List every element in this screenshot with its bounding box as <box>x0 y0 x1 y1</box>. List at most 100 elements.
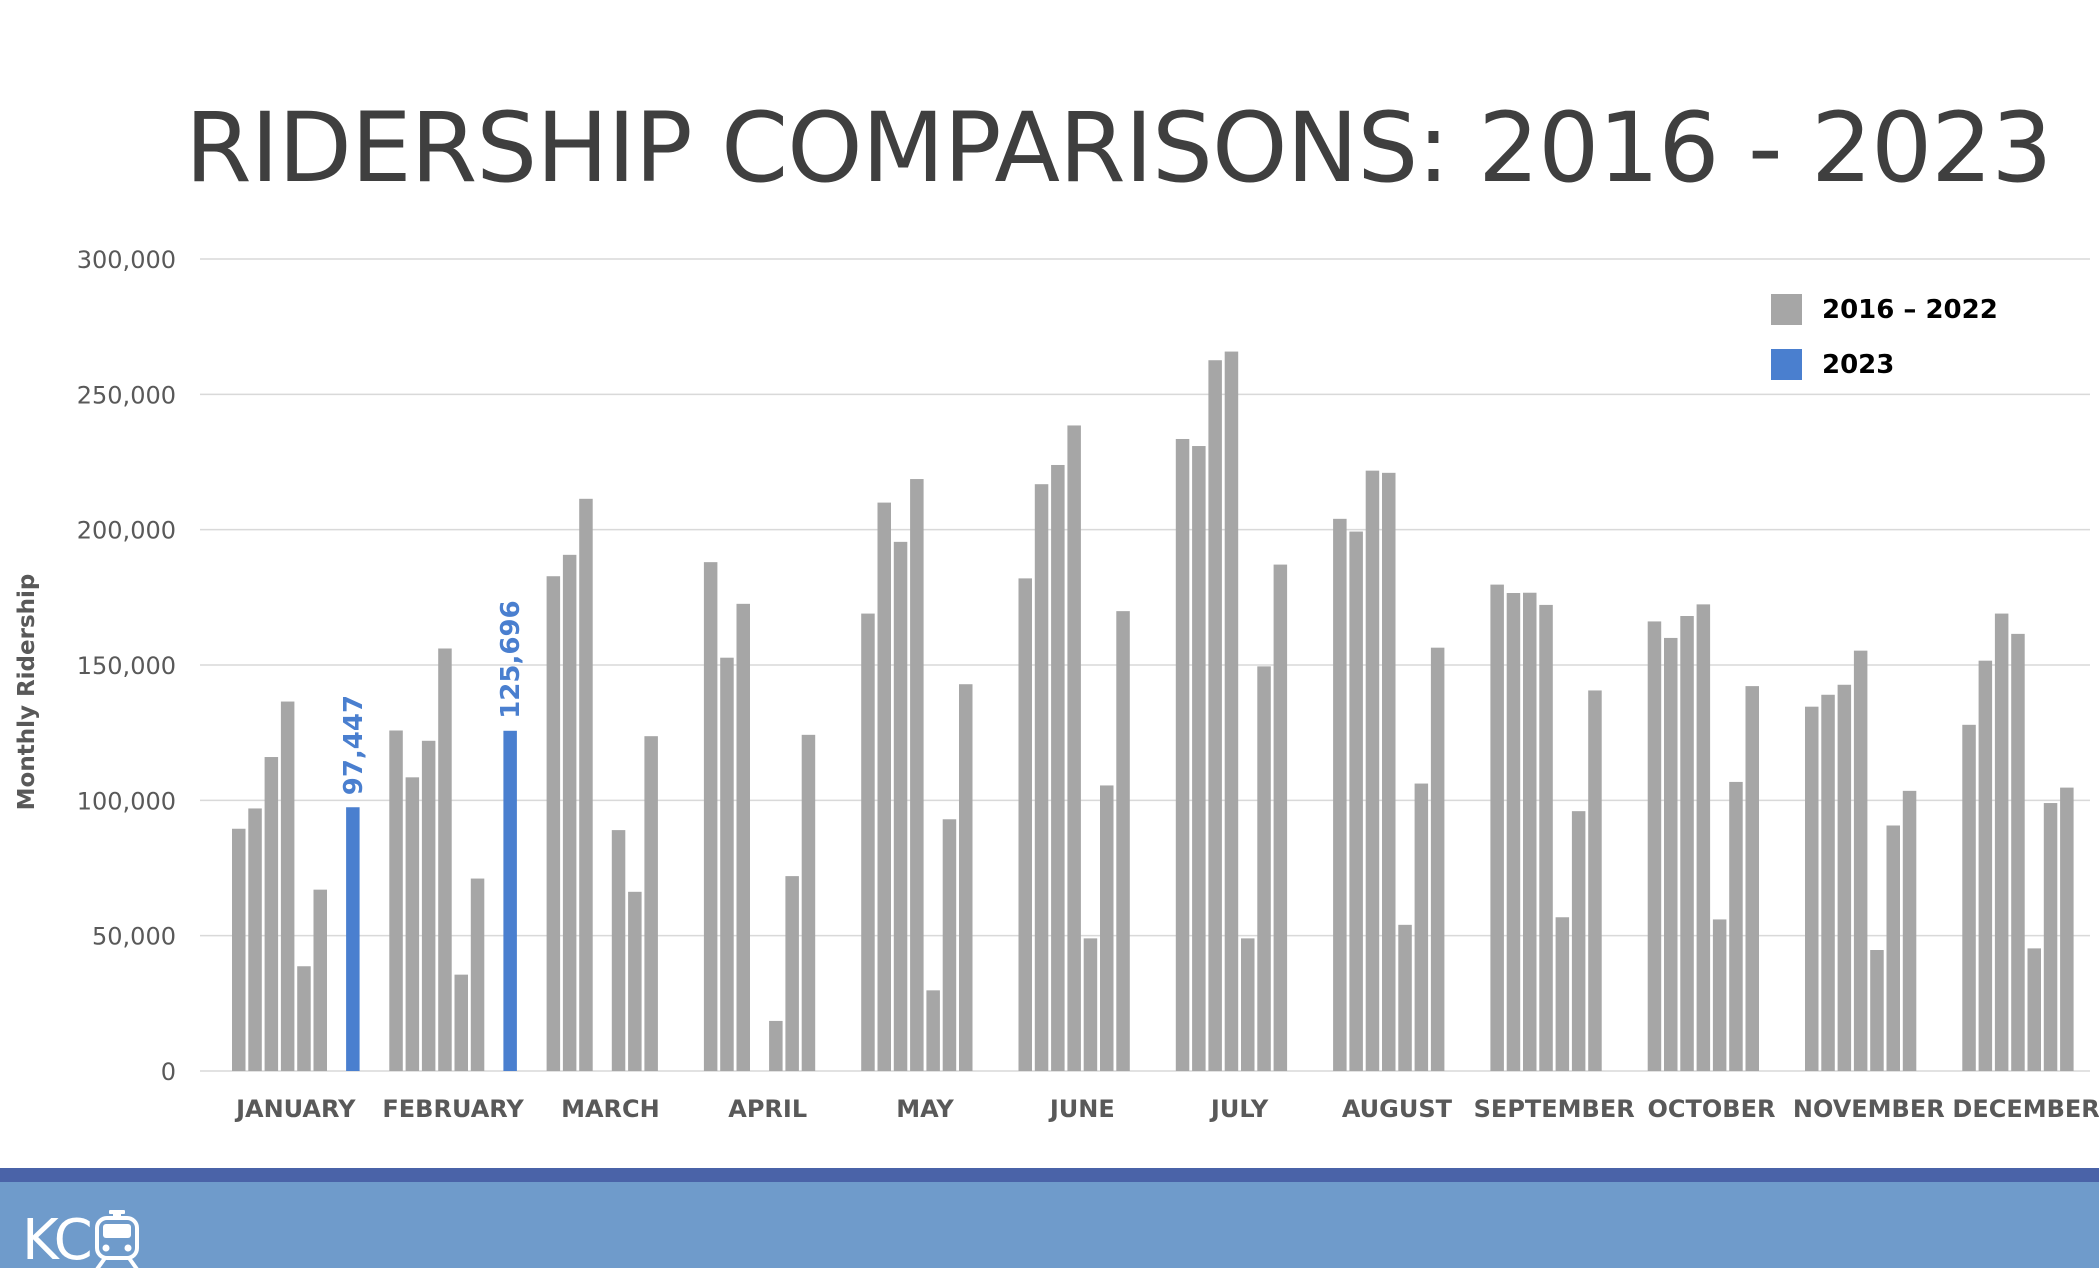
bar-april-2018 <box>736 603 750 1071</box>
bar-february-2020 <box>454 974 468 1071</box>
bar-march-2017 <box>562 554 577 1071</box>
footer-bar: KC <box>0 1168 2099 1274</box>
bar-december-2016 <box>1962 724 1976 1071</box>
bar-march-2020 <box>611 830 626 1071</box>
y-axis-ticks: 0 50,000 100,000 150,000 200,000 250,000 300,0… <box>77 246 176 1086</box>
bar-june-2018 <box>1051 464 1065 1072</box>
bar-may-2018 <box>893 541 908 1071</box>
bar-october-2018 <box>1680 616 1694 1071</box>
page-title: RIDERSHIP COMPARISONS: 2016 - 2023 <box>185 92 2052 204</box>
bar-august-2018 <box>1365 470 1380 1071</box>
kc-streetcar-logo: KC <box>22 1208 143 1274</box>
bar-december-2021 <box>2043 803 2058 1071</box>
bar-september-2016 <box>1490 584 1504 1071</box>
bar-may-2022 <box>959 684 973 1071</box>
bar-may-2021 <box>942 819 957 1071</box>
bar-april-2017 <box>720 657 734 1071</box>
bar-march-2018 <box>579 498 593 1071</box>
bar-april-2021 <box>785 876 799 1071</box>
bar-december-2022 <box>2060 787 2074 1071</box>
x-category-label: JANUARY <box>234 1095 356 1123</box>
bar-january-2020 <box>297 966 311 1071</box>
bar-november-2021 <box>1886 825 1900 1071</box>
x-category-label: DECEMBER <box>1952 1095 2099 1123</box>
bar-january-2017 <box>248 808 262 1071</box>
bar-october-2017 <box>1664 637 1678 1071</box>
bar-august-2022 <box>1430 647 1445 1071</box>
legend: 2016 – 2022 2023 <box>1771 294 1998 380</box>
bar-june-2019 <box>1067 425 1081 1072</box>
bar-february-2021 <box>470 878 485 1071</box>
bar-june-2017 <box>1034 484 1049 1071</box>
bar-july-2020 <box>1241 938 1255 1071</box>
bar-february-2019 <box>438 648 452 1071</box>
bar-january-2018 <box>264 757 279 1071</box>
y-axis-label: Monthly Ridership <box>14 574 40 811</box>
bar-september-2017 <box>1506 593 1521 1071</box>
y-tick-label: 250,000 <box>77 381 176 409</box>
bar-october-2022 <box>1745 686 1759 1071</box>
y-tick-label: 200,000 <box>77 517 176 545</box>
bar-february-2018 <box>421 740 436 1071</box>
bar-june-2020 <box>1083 938 1098 1071</box>
bar-may-2017 <box>877 502 891 1072</box>
bar-august-2017 <box>1349 531 1363 1071</box>
legend-label-historical: 2016 – 2022 <box>1822 295 1998 325</box>
bar-june-2016 <box>1018 578 1032 1071</box>
bar-july-2022 <box>1273 564 1288 1071</box>
data-label-january-2023: 97,447 <box>339 695 369 795</box>
x-category-label: AUGUST <box>1342 1095 1453 1123</box>
bar-july-2021 <box>1257 666 1271 1071</box>
x-category-label: MARCH <box>561 1095 660 1123</box>
y-tick-label: 0 <box>161 1058 176 1086</box>
bar-april-2016 <box>703 562 718 1071</box>
bar-july-2018 <box>1208 360 1222 1071</box>
bar-august-2019 <box>1382 472 1396 1071</box>
bar-october-2020 <box>1712 919 1727 1071</box>
x-category-label: SEPTEMBER <box>1474 1095 1635 1123</box>
bar-september-2022 <box>1588 690 1602 1071</box>
bar-march-2016 <box>546 576 561 1071</box>
bar-april-2020 <box>769 1020 783 1071</box>
bar-december-2019 <box>2011 633 2025 1071</box>
data-label-february-2023: 125,696 <box>496 600 526 718</box>
bar-february-2016 <box>389 730 403 1071</box>
legend-swatch-historical <box>1771 294 1802 325</box>
legend-swatch-2023 <box>1771 349 1802 380</box>
bar-december-2017 <box>1978 660 1993 1071</box>
bar-december-2020 <box>2027 948 2041 1071</box>
bar-june-2021 <box>1100 785 1114 1071</box>
bar-november-2016 <box>1805 706 1819 1071</box>
x-category-label: JULY <box>1209 1095 1269 1123</box>
bar-march-2021 <box>628 891 642 1071</box>
legend-label-2023: 2023 <box>1822 350 1894 380</box>
bar-march-2022 <box>644 736 658 1071</box>
bar-january-2023 <box>346 807 360 1071</box>
bar-april-2022 <box>801 734 816 1071</box>
bar-september-2021 <box>1571 811 1586 1071</box>
streetcar-icon <box>93 1210 141 1274</box>
bar-august-2016 <box>1333 518 1347 1071</box>
bar-february-2017 <box>405 777 420 1071</box>
bar-october-2019 <box>1696 604 1711 1071</box>
x-category-label: MAY <box>896 1095 954 1123</box>
bar-october-2016 <box>1647 621 1662 1071</box>
bar-september-2020 <box>1555 917 1570 1071</box>
bar-may-2020 <box>926 990 940 1071</box>
bar-november-2020 <box>1870 950 1884 1071</box>
y-tick-label: 300,000 <box>77 246 176 274</box>
y-tick-label: 150,000 <box>77 652 176 680</box>
bar-july-2016 <box>1175 438 1190 1071</box>
bar-february-2023 <box>503 730 517 1071</box>
data-labels: 97,447 125,696 <box>339 600 526 795</box>
bar-october-2021 <box>1729 781 1743 1071</box>
ridership-bar-chart: 0 50,000 100,000 150,000 200,000 250,000 300,0… <box>14 246 2099 1123</box>
bar-november-2022 <box>1902 790 1917 1071</box>
bar-september-2019 <box>1539 604 1553 1071</box>
bar-august-2020 <box>1398 924 1412 1071</box>
bar-may-2019 <box>910 479 924 1071</box>
bar-november-2017 <box>1821 694 1835 1071</box>
bar-june-2022 <box>1116 611 1130 1071</box>
bar-august-2021 <box>1414 783 1429 1071</box>
x-category-label: FEBRUARY <box>382 1095 524 1123</box>
